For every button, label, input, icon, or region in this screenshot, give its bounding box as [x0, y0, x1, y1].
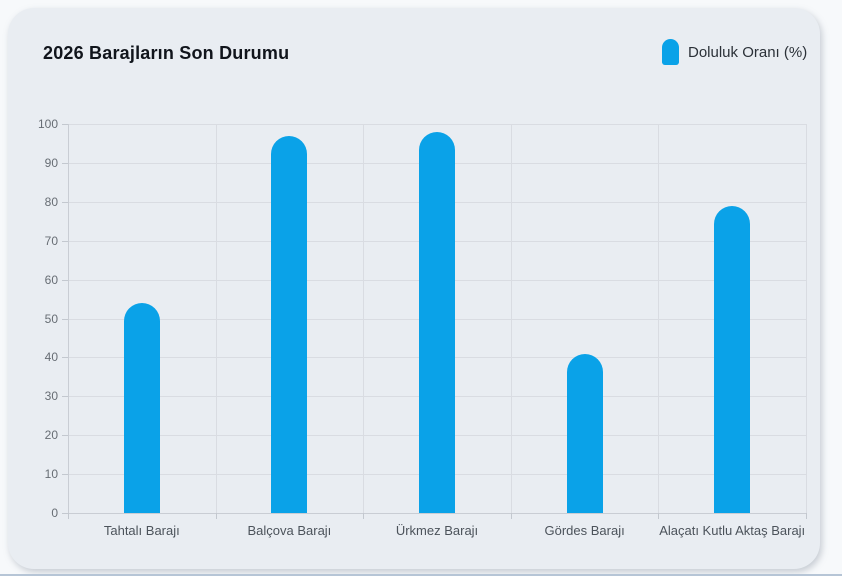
chart-title: 2026 Barajların Son Durumu — [43, 43, 290, 63]
x-axis-tick-3 — [510, 513, 512, 519]
bar-ala-at-kutlu-akta-baraj-[interactable] — [714, 205, 751, 513]
x-axis-tick-5 — [806, 513, 807, 519]
window-bottom-edge — [0, 574, 842, 576]
legend-item-doluluk-orani[interactable]: Doluluk Oranı (%) — [662, 39, 807, 65]
band-separator-4 — [658, 124, 660, 513]
y-axis-line — [68, 124, 69, 513]
y-axis-tick-100 — [62, 124, 68, 125]
y-axis-label-30: 30 — [44, 389, 58, 404]
band-separator-3 — [510, 124, 512, 513]
x-axis-label-4: Gördes Barajı — [544, 523, 625, 538]
y-axis-tick-40 — [62, 357, 68, 359]
y-axis-tick-50 — [62, 318, 68, 320]
bar--rkmez-baraj-[interactable] — [419, 131, 455, 513]
band-separator-5 — [806, 124, 807, 513]
y-axis-tick-60 — [62, 279, 68, 281]
legend-label: Doluluk Oranı (%) — [688, 43, 808, 61]
x-axis-tick-2 — [363, 513, 365, 519]
y-axis-label-10: 10 — [44, 467, 58, 482]
y-axis-tick-20 — [62, 435, 68, 437]
y-axis-tick-30 — [62, 396, 68, 398]
y-axis-tick-70 — [62, 240, 68, 242]
y-axis-label-80: 80 — [44, 194, 58, 209]
y-axis-tick-80 — [62, 201, 68, 203]
x-axis-label-3: Ürkmez Barajı — [395, 523, 479, 538]
y-axis-label-40: 40 — [44, 350, 58, 365]
y-axis-label-100: 100 — [37, 117, 58, 131]
bar-g-rdes-baraj-[interactable] — [566, 353, 603, 513]
x-axis-tick-0 — [68, 513, 69, 519]
x-axis-label-1: Tahtalı Barajı — [103, 523, 180, 538]
y-axis-tick-90 — [62, 162, 68, 164]
legend-swatch-icon — [662, 39, 679, 65]
bar-tahtal-baraj-[interactable] — [123, 302, 160, 513]
x-axis-tick-4 — [658, 513, 660, 519]
x-axis-tick-1 — [215, 513, 217, 519]
y-axis-label-0: 0 — [51, 506, 58, 520]
y-axis-label-60: 60 — [44, 272, 58, 287]
y-gridline-0 — [68, 513, 806, 514]
y-axis-label-20: 20 — [44, 428, 58, 443]
band-separator-2 — [363, 124, 365, 513]
y-axis-label-50: 50 — [44, 311, 58, 326]
bar-bal-ova-baraj-[interactable] — [271, 135, 308, 513]
y-axis-label-90: 90 — [44, 155, 58, 170]
y-axis-tick-0 — [62, 513, 68, 514]
y-axis-label-70: 70 — [44, 233, 58, 248]
x-axis-label-2: Balçova Barajı — [247, 523, 332, 538]
y-axis-tick-10 — [62, 474, 68, 476]
y-gridline-100 — [68, 124, 806, 125]
x-axis-label-5: Alaçatı Kutlu Aktaş Barajı — [659, 523, 806, 538]
band-separator-1 — [215, 124, 217, 513]
